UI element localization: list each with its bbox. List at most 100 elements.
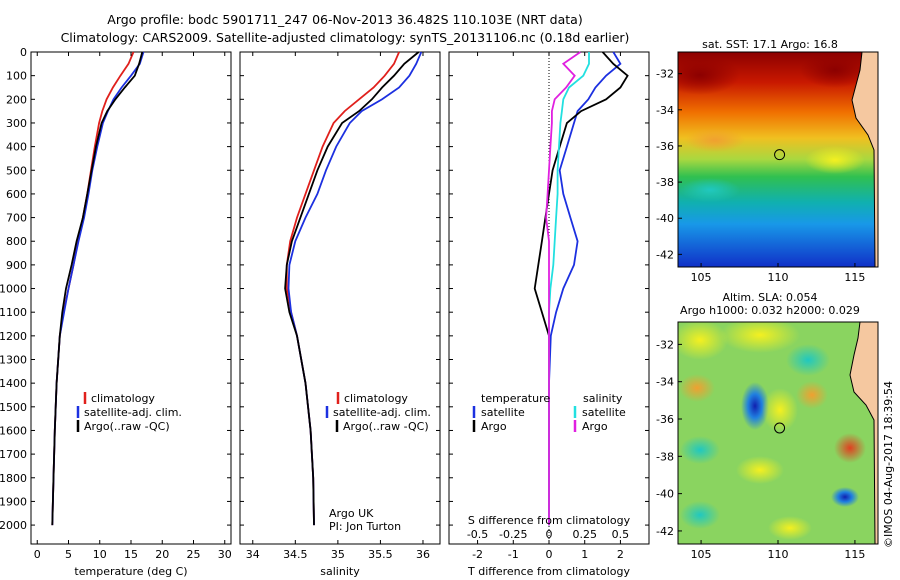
depth-tick-label: 1900	[0, 495, 27, 508]
x-tick-label-top: 0.5	[612, 528, 630, 541]
salinity-diff-satellite-line	[548, 52, 590, 526]
x-tick-label-top: 0.25	[572, 528, 597, 541]
map-x-tick-label: 110	[768, 548, 789, 561]
legend-heading-salinity: salinity	[583, 392, 623, 405]
series-line-climatology	[51, 51, 135, 526]
depth-tick-label: 1000	[0, 283, 27, 296]
x-tick-label-top: 0	[546, 528, 553, 541]
legend-label-temp-argo: Argo	[481, 420, 507, 433]
depth-tick-label: 1300	[0, 354, 27, 367]
difference-series	[533, 51, 629, 544]
sla-land-coastline	[849, 322, 878, 544]
sla-negative-anomaly	[680, 501, 720, 529]
map-x-tick-label: 115	[844, 548, 865, 561]
sla-positive-anomaly	[736, 456, 784, 484]
salinity-panel-frame	[239, 51, 441, 545]
temperature-series	[51, 51, 145, 526]
sla-positive-anomaly	[834, 433, 866, 463]
legend-label-temp-satellite: satellite	[481, 406, 525, 419]
x-tick-label: 36	[416, 548, 430, 561]
x-tick-label-top: -0.5	[467, 528, 488, 541]
depth-tick-label: 500	[6, 164, 27, 177]
sla-negative-anomaly	[786, 344, 830, 376]
map-y-tick-label: -32	[656, 338, 674, 351]
sst-warm-patch	[685, 128, 745, 152]
salinity-series	[284, 51, 423, 526]
depth-tick-label: 1700	[0, 448, 27, 461]
legend-label-climatology: climatology	[344, 392, 408, 405]
legend-label-argo: Argo(..raw -QC)	[343, 420, 429, 433]
map-y-tick-label: -34	[656, 104, 674, 117]
x-tick-label: 35.5	[368, 548, 393, 561]
salinity-legend: climatology satellite-adj. clim. Argo(..…	[325, 392, 431, 433]
x-tick-label: 34.5	[283, 548, 308, 561]
legend-label-climatology: climatology	[91, 392, 155, 405]
legend-label-sal-satellite: satellite	[582, 406, 626, 419]
sla-positive-anomaly	[679, 374, 715, 402]
sla-map-axes: 105 110 115 -32 -34 -36 -38 -40 -42	[656, 338, 865, 561]
sla-positive-anomaly	[796, 381, 828, 409]
depth-tick-label: 1200	[0, 330, 27, 343]
depth-tick-label: 2000	[0, 519, 27, 532]
map-x-tick-label: 115	[844, 271, 865, 284]
depth-tick-label: 300	[6, 117, 27, 130]
x-tick-label: 30	[218, 548, 232, 561]
map-y-tick-label: -40	[656, 488, 674, 501]
map-y-tick-label: -42	[656, 525, 674, 538]
legend-label-argo: Argo(..raw -QC)	[84, 420, 170, 433]
sla-negative-anomaly	[680, 436, 720, 464]
temperature-panel-frame	[30, 51, 232, 545]
depth-tick-label: 0	[20, 46, 27, 59]
x-tick-label: 15	[124, 548, 138, 561]
sst-map-title: sat. SST: 17.1 Argo: 16.8	[702, 38, 838, 51]
temperature-xlabel: temperature (deg C)	[74, 565, 187, 578]
x-tick-label: 10	[93, 548, 107, 561]
map-y-tick-label: -34	[656, 376, 674, 389]
x-tick-label-top: -0.25	[499, 528, 527, 541]
depth-tick-label: 1600	[0, 424, 27, 437]
map-y-tick-label: -36	[656, 140, 674, 153]
map-y-tick-label: -38	[656, 450, 674, 463]
map-y-tick-label: -42	[656, 248, 674, 261]
depth-tick-label: 200	[6, 93, 27, 106]
x-tick-label: 5	[65, 548, 72, 561]
depth-tick-label: 600	[6, 188, 27, 201]
sla-positive-anomaly	[762, 388, 798, 432]
sla-negative-anomaly	[831, 487, 859, 507]
salinity-x-axis: 34 34.5 35 35.5 36	[246, 52, 430, 561]
sst-mid-patch	[805, 146, 865, 174]
legend-label-satellite: satellite-adj. clim.	[333, 406, 431, 419]
figure-title-line2: Climatology: CARS2009. Satellite-adjuste…	[61, 30, 630, 45]
depth-tick-label: 700	[6, 212, 27, 225]
sla-negative-anomaly	[741, 382, 769, 430]
x-tick-label: 0	[546, 548, 553, 561]
x-tick-label: 34	[246, 548, 260, 561]
map-y-tick-label: -32	[656, 68, 674, 81]
map-x-tick-label: 105	[691, 548, 712, 561]
series-line-satellite-adj-clim-	[287, 51, 423, 526]
x-tick-label: -2	[472, 548, 483, 561]
legend-heading-temperature: temperature	[481, 392, 550, 405]
sst-argo-position-marker	[774, 149, 786, 161]
temperature-legend: climatology satellite-adj. clim. Argo(..…	[76, 392, 182, 433]
depth-tick-label: 1100	[0, 306, 27, 319]
map-y-tick-label: -38	[656, 176, 674, 189]
map-x-tick-label: 110	[768, 271, 789, 284]
sla-positive-anomaly	[678, 322, 728, 360]
figure-title-line1: Argo profile: bodc 5901711_247 06-Nov-20…	[107, 12, 582, 27]
sst-map-field	[678, 52, 878, 267]
difference-x-axis: -2 -1 0 1 2 -0.5 -0.25 0 0.25 0.5	[467, 52, 629, 561]
x-tick-label: 1	[581, 548, 588, 561]
salinity-xlabel: salinity	[320, 565, 360, 578]
sst-warm-patch	[800, 52, 870, 88]
legend-label-sal-argo: Argo	[582, 420, 608, 433]
map-y-tick-label: -40	[656, 212, 674, 225]
sla-positive-anomaly	[720, 322, 800, 353]
sla-argo-position-marker	[774, 422, 786, 434]
depth-tick-label: 900	[6, 259, 27, 272]
copyright-stamp: ©IMOS 04-Aug-2017 18:39:54	[882, 381, 895, 548]
institution-label: Argo UK	[329, 507, 374, 520]
x-tick-label: 35	[331, 548, 345, 561]
temperature-x-axis: 0 5 10 15 20 25 30	[34, 52, 232, 561]
difference-xlabel-top: S difference from climatology	[468, 514, 631, 527]
